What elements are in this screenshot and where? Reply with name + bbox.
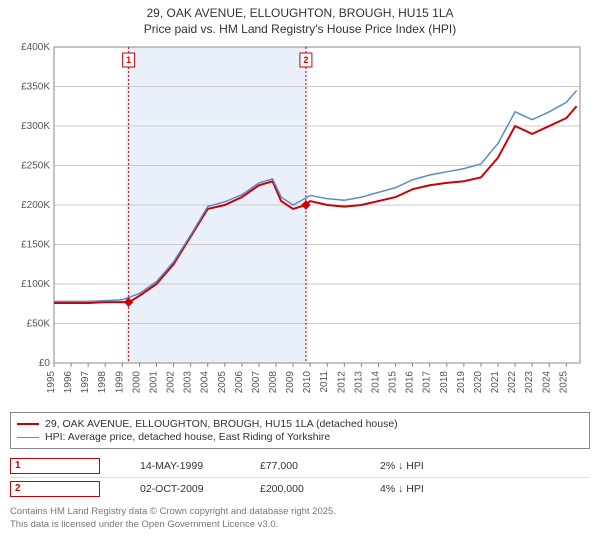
marker-date: 02-OCT-2009 — [140, 483, 220, 495]
svg-text:£300K: £300K — [21, 121, 50, 132]
svg-text:2: 2 — [303, 55, 308, 65]
svg-text:£100K: £100K — [21, 279, 50, 290]
svg-text:£0: £0 — [39, 358, 51, 369]
svg-text:2006: 2006 — [234, 371, 245, 394]
svg-text:1998: 1998 — [97, 371, 108, 394]
marker-badge: 2 — [10, 481, 100, 497]
svg-text:2016: 2016 — [405, 371, 416, 394]
svg-text:1999: 1999 — [114, 371, 125, 394]
marker-date: 14-MAY-1999 — [140, 460, 220, 472]
legend-swatch — [17, 423, 39, 425]
svg-text:2009: 2009 — [285, 371, 296, 394]
svg-text:2005: 2005 — [217, 371, 228, 394]
svg-text:2017: 2017 — [422, 371, 433, 394]
svg-text:2003: 2003 — [183, 371, 194, 394]
marker-delta: 2% ↓ HPI — [380, 460, 460, 472]
marker-delta: 4% ↓ HPI — [380, 483, 460, 495]
attribution-line1: Contains HM Land Registry data © Crown c… — [10, 506, 590, 518]
attribution: Contains HM Land Registry data © Crown c… — [10, 506, 590, 531]
svg-text:2019: 2019 — [456, 371, 467, 394]
svg-text:2020: 2020 — [473, 371, 484, 394]
legend-item: HPI: Average price, detached house, East… — [17, 431, 583, 443]
marker-badge: 1 — [10, 458, 100, 474]
svg-text:£350K: £350K — [21, 82, 50, 93]
svg-text:1: 1 — [126, 55, 131, 65]
svg-text:£50K: £50K — [27, 319, 51, 330]
title-line1: 29, OAK AVENUE, ELLOUGHTON, BROUGH, HU15… — [0, 6, 600, 22]
svg-text:2008: 2008 — [268, 371, 279, 394]
svg-text:2001: 2001 — [148, 371, 159, 394]
svg-text:£400K: £400K — [21, 43, 50, 53]
svg-text:2004: 2004 — [200, 371, 211, 394]
svg-text:2012: 2012 — [336, 371, 347, 394]
title-line2: Price paid vs. HM Land Registry's House … — [0, 22, 600, 38]
marker-row: 1 14-MAY-1999 £77,000 2% ↓ HPI — [10, 455, 590, 478]
legend-swatch — [17, 437, 39, 438]
svg-text:2007: 2007 — [251, 371, 262, 394]
marker-price: £77,000 — [260, 460, 340, 472]
svg-text:1996: 1996 — [63, 371, 74, 394]
chart-title-block: 29, OAK AVENUE, ELLOUGHTON, BROUGH, HU15… — [0, 0, 600, 37]
svg-text:2010: 2010 — [302, 371, 313, 394]
legend-label: HPI: Average price, detached house, East… — [45, 431, 330, 443]
price-chart: £0 £50K £100K £150K £200K £250K £300K £350K £400… — [10, 43, 590, 403]
svg-text:1995: 1995 — [46, 371, 57, 394]
svg-text:2002: 2002 — [166, 371, 177, 394]
chart-container: £0 £50K £100K £150K £200K £250K £300K £350K £400… — [10, 43, 590, 406]
legend-item: 29, OAK AVENUE, ELLOUGHTON, BROUGH, HU15… — [17, 418, 583, 430]
svg-text:2000: 2000 — [131, 371, 142, 394]
svg-text:2024: 2024 — [541, 371, 552, 394]
svg-text:2011: 2011 — [319, 371, 330, 393]
svg-text:2025: 2025 — [558, 371, 569, 394]
svg-text:2015: 2015 — [388, 371, 399, 394]
attribution-line2: This data is licensed under the Open Gov… — [10, 519, 590, 531]
svg-text:1997: 1997 — [80, 371, 91, 394]
marker-row: 2 02-OCT-2009 £200,000 4% ↓ HPI — [10, 478, 590, 500]
svg-text:2022: 2022 — [507, 371, 518, 394]
svg-text:£150K: £150K — [21, 240, 50, 251]
marker-table: 1 14-MAY-1999 £77,000 2% ↓ HPI 2 02-OCT-… — [10, 455, 590, 500]
marker-price: £200,000 — [260, 483, 340, 495]
svg-text:2014: 2014 — [370, 371, 381, 394]
svg-text:2018: 2018 — [439, 371, 450, 394]
legend-label: 29, OAK AVENUE, ELLOUGHTON, BROUGH, HU15… — [45, 418, 398, 430]
svg-text:2023: 2023 — [524, 371, 535, 394]
svg-text:2021: 2021 — [490, 371, 501, 394]
svg-text:£250K: £250K — [21, 161, 50, 172]
legend-box: 29, OAK AVENUE, ELLOUGHTON, BROUGH, HU15… — [10, 412, 590, 449]
svg-text:2013: 2013 — [353, 371, 364, 394]
svg-text:£200K: £200K — [21, 200, 50, 211]
